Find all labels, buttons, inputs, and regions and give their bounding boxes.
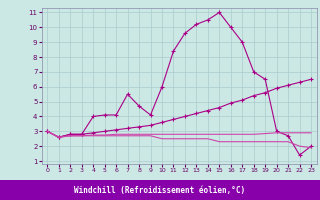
Text: Windchill (Refroidissement éolien,°C): Windchill (Refroidissement éolien,°C) — [75, 186, 245, 194]
